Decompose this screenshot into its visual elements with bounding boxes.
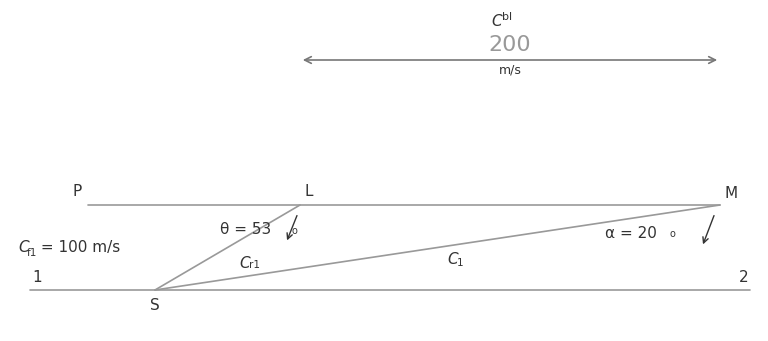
Text: C: C bbox=[18, 240, 28, 255]
Text: 200: 200 bbox=[488, 35, 531, 55]
Text: P: P bbox=[73, 184, 82, 199]
Text: L: L bbox=[304, 184, 313, 199]
Text: M: M bbox=[725, 186, 738, 201]
Text: bl: bl bbox=[502, 12, 512, 22]
Text: f1: f1 bbox=[27, 248, 38, 257]
Text: o: o bbox=[292, 226, 298, 236]
Text: r1: r1 bbox=[249, 261, 260, 270]
Text: S: S bbox=[150, 298, 160, 313]
Text: α = 20: α = 20 bbox=[605, 225, 657, 240]
Text: 2: 2 bbox=[738, 270, 748, 285]
Text: o: o bbox=[670, 229, 676, 239]
Text: C: C bbox=[240, 255, 250, 270]
Text: m/s: m/s bbox=[498, 63, 521, 76]
Text: = 100 m/s: = 100 m/s bbox=[36, 240, 121, 255]
Text: 1: 1 bbox=[32, 270, 41, 285]
Text: C: C bbox=[448, 252, 458, 267]
Text: 1: 1 bbox=[456, 257, 463, 267]
Text: C: C bbox=[492, 15, 502, 30]
Text: θ = 53: θ = 53 bbox=[220, 222, 271, 237]
